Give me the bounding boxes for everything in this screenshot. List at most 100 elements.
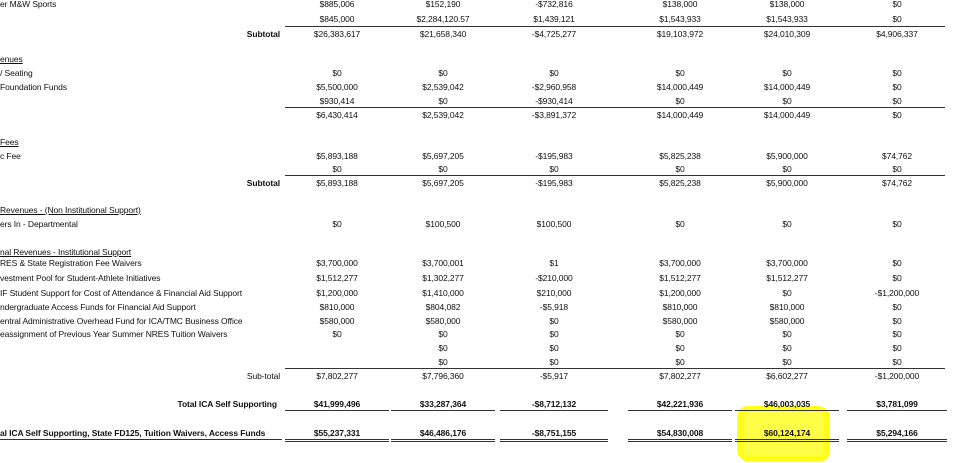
cell: $1,410,000 xyxy=(422,288,464,298)
cell: $0 xyxy=(332,329,342,339)
row-label: / Seating xyxy=(0,68,33,78)
cell: $0 xyxy=(675,219,685,229)
cell: $5,294,166 xyxy=(876,428,918,438)
cell: $0 xyxy=(549,343,559,353)
cell: -$8,712,132 xyxy=(531,399,577,409)
cell: $0 xyxy=(438,164,448,174)
row-label: Total ICA Self Supporting xyxy=(177,399,278,409)
rule xyxy=(628,410,732,411)
cell: $3,700,000 xyxy=(316,258,358,268)
cell: $5,697,205 xyxy=(422,151,464,161)
rule xyxy=(285,107,945,108)
cell: $0 xyxy=(892,329,902,339)
section-heading: Fees xyxy=(0,137,19,147)
section-heading: Revenues - (Non Institutional Support) xyxy=(0,205,141,215)
cell: $0 xyxy=(438,357,448,367)
cell: $0 xyxy=(892,219,902,229)
row-label: eassignment of Previous Year Summer NRES… xyxy=(0,329,228,339)
cell: $3,700,001 xyxy=(422,258,464,268)
cell: $0 xyxy=(892,0,902,9)
cell: $41,999,496 xyxy=(313,399,361,409)
cell: $0 xyxy=(675,96,685,106)
cell: $2,539,042 xyxy=(422,82,464,92)
row-label: er M&W Sports xyxy=(0,0,57,9)
cell: $0 xyxy=(892,258,902,268)
rule xyxy=(391,439,495,440)
cell: -$1,200,000 xyxy=(874,288,920,298)
cell: $0 xyxy=(892,164,902,174)
cell: $804,082 xyxy=(425,302,461,312)
cell: $152,190 xyxy=(425,0,461,9)
cell: $1,302,277 xyxy=(422,273,464,283)
cell: $46,003,035 xyxy=(763,399,811,409)
cell: $0 xyxy=(782,329,792,339)
cell: -$4,725,277 xyxy=(531,29,577,39)
row-label: Subtotal xyxy=(246,178,280,188)
cell: $0 xyxy=(438,96,448,106)
row-label: IF Student Support for Cost of Attendanc… xyxy=(0,288,243,298)
cell: $0 xyxy=(675,164,685,174)
cell: $14,000,449 xyxy=(763,82,811,92)
cell: $0 xyxy=(782,96,792,106)
rule xyxy=(285,441,389,442)
cell: $0 xyxy=(892,14,902,24)
cell: $885,006 xyxy=(319,0,355,9)
cell: $845,000 xyxy=(319,14,355,24)
rule xyxy=(628,441,732,442)
cell: $0 xyxy=(892,68,902,78)
rule xyxy=(0,439,282,440)
cell: -$732,816 xyxy=(535,0,573,9)
cell: $5,900,000 xyxy=(766,178,808,188)
cell: $5,825,238 xyxy=(659,151,701,161)
cell: $1,512,277 xyxy=(766,273,808,283)
rule xyxy=(285,368,945,369)
cell: $0 xyxy=(549,68,559,78)
cell: $0 xyxy=(782,343,792,353)
cell: $580,000 xyxy=(662,316,698,326)
cell: $4,906,337 xyxy=(876,29,918,39)
cell: $1,512,277 xyxy=(659,273,701,283)
rule xyxy=(735,439,839,440)
cell: $42,221,936 xyxy=(656,399,704,409)
rule xyxy=(285,439,389,440)
cell: $0 xyxy=(332,219,342,229)
cell: $5,900,000 xyxy=(766,151,808,161)
cell: $1,439,121 xyxy=(533,14,575,24)
cell: $5,825,238 xyxy=(659,178,701,188)
cell: -$5,917 xyxy=(539,371,569,381)
rule xyxy=(285,175,945,176)
cell: $100,500 xyxy=(536,219,572,229)
cell: $0 xyxy=(675,357,685,367)
cell: $0 xyxy=(782,357,792,367)
cell: $138,000 xyxy=(662,0,698,9)
rule xyxy=(735,410,839,411)
cell: $0 xyxy=(675,343,685,353)
cell: $1,512,277 xyxy=(316,273,358,283)
row-label: c Fee xyxy=(0,151,21,161)
cell: $0 xyxy=(892,110,902,120)
row-label: RES & State Registration Fee Waivers xyxy=(0,258,142,268)
cell: $14,000,449 xyxy=(656,110,704,120)
cell: $0 xyxy=(892,273,902,283)
cell: $0 xyxy=(892,357,902,367)
cell: -$5,918 xyxy=(539,302,569,312)
cell: $0 xyxy=(782,219,792,229)
cell: $1,543,933 xyxy=(766,14,808,24)
cell: $0 xyxy=(549,164,559,174)
cell: $46,486,176 xyxy=(419,428,467,438)
row-label: Subtotal xyxy=(246,29,280,39)
cell: $7,802,277 xyxy=(316,371,358,381)
cell: $26,383,617 xyxy=(313,29,361,39)
highlight xyxy=(737,406,830,462)
cell: $580,000 xyxy=(319,316,355,326)
rule xyxy=(391,410,495,411)
cell: $810,000 xyxy=(662,302,698,312)
row-label: Sub-total xyxy=(246,371,280,381)
rule xyxy=(391,441,495,442)
row-label: entral Administrative Overhead Fund for … xyxy=(0,316,243,326)
cell: $0 xyxy=(549,329,559,339)
cell: $74,762 xyxy=(881,151,913,161)
rule xyxy=(500,439,608,440)
